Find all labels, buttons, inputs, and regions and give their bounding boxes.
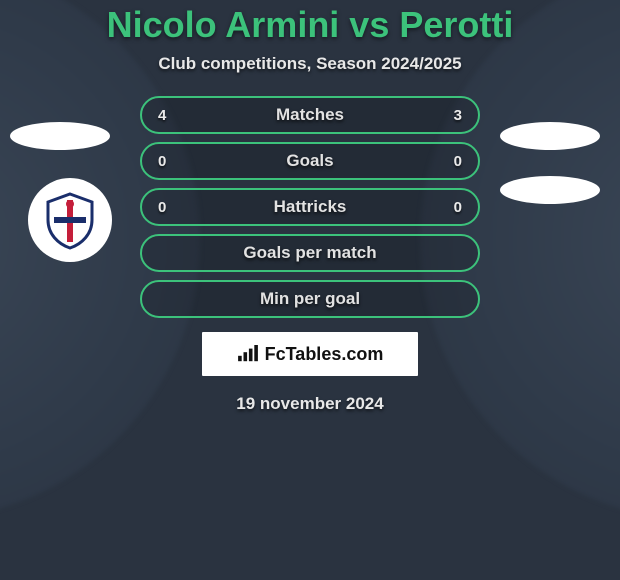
stat-row: 4 Matches 3 — [140, 96, 480, 134]
stat-label: Matches — [276, 105, 344, 125]
subtitle: Club competitions, Season 2024/2025 — [158, 54, 461, 74]
bar-chart-icon — [237, 345, 259, 363]
stat-label: Min per goal — [260, 289, 360, 309]
stat-row: Min per goal — [140, 280, 480, 318]
stat-label: Goals per match — [243, 243, 376, 263]
stat-left-value: 4 — [158, 107, 166, 124]
stat-label: Goals — [286, 151, 333, 171]
page-title: Nicolo Armini vs Perotti — [107, 4, 514, 46]
date-text: 19 november 2024 — [236, 394, 383, 414]
stat-left-value: 0 — [158, 199, 166, 216]
stat-rows: 4 Matches 3 0 Goals 0 0 Hattricks 0 Goal… — [140, 96, 480, 318]
stat-row: 0 Goals 0 — [140, 142, 480, 180]
watermark-text: FcTables.com — [265, 344, 384, 365]
watermark: FcTables.com — [202, 332, 418, 376]
stat-row: Goals per match — [140, 234, 480, 272]
stat-row: 0 Hattricks 0 — [140, 188, 480, 226]
stat-right-value: 0 — [454, 199, 462, 216]
stat-label: Hattricks — [274, 197, 347, 217]
stat-left-value: 0 — [158, 153, 166, 170]
stat-right-value: 3 — [454, 107, 462, 124]
stat-right-value: 0 — [454, 153, 462, 170]
